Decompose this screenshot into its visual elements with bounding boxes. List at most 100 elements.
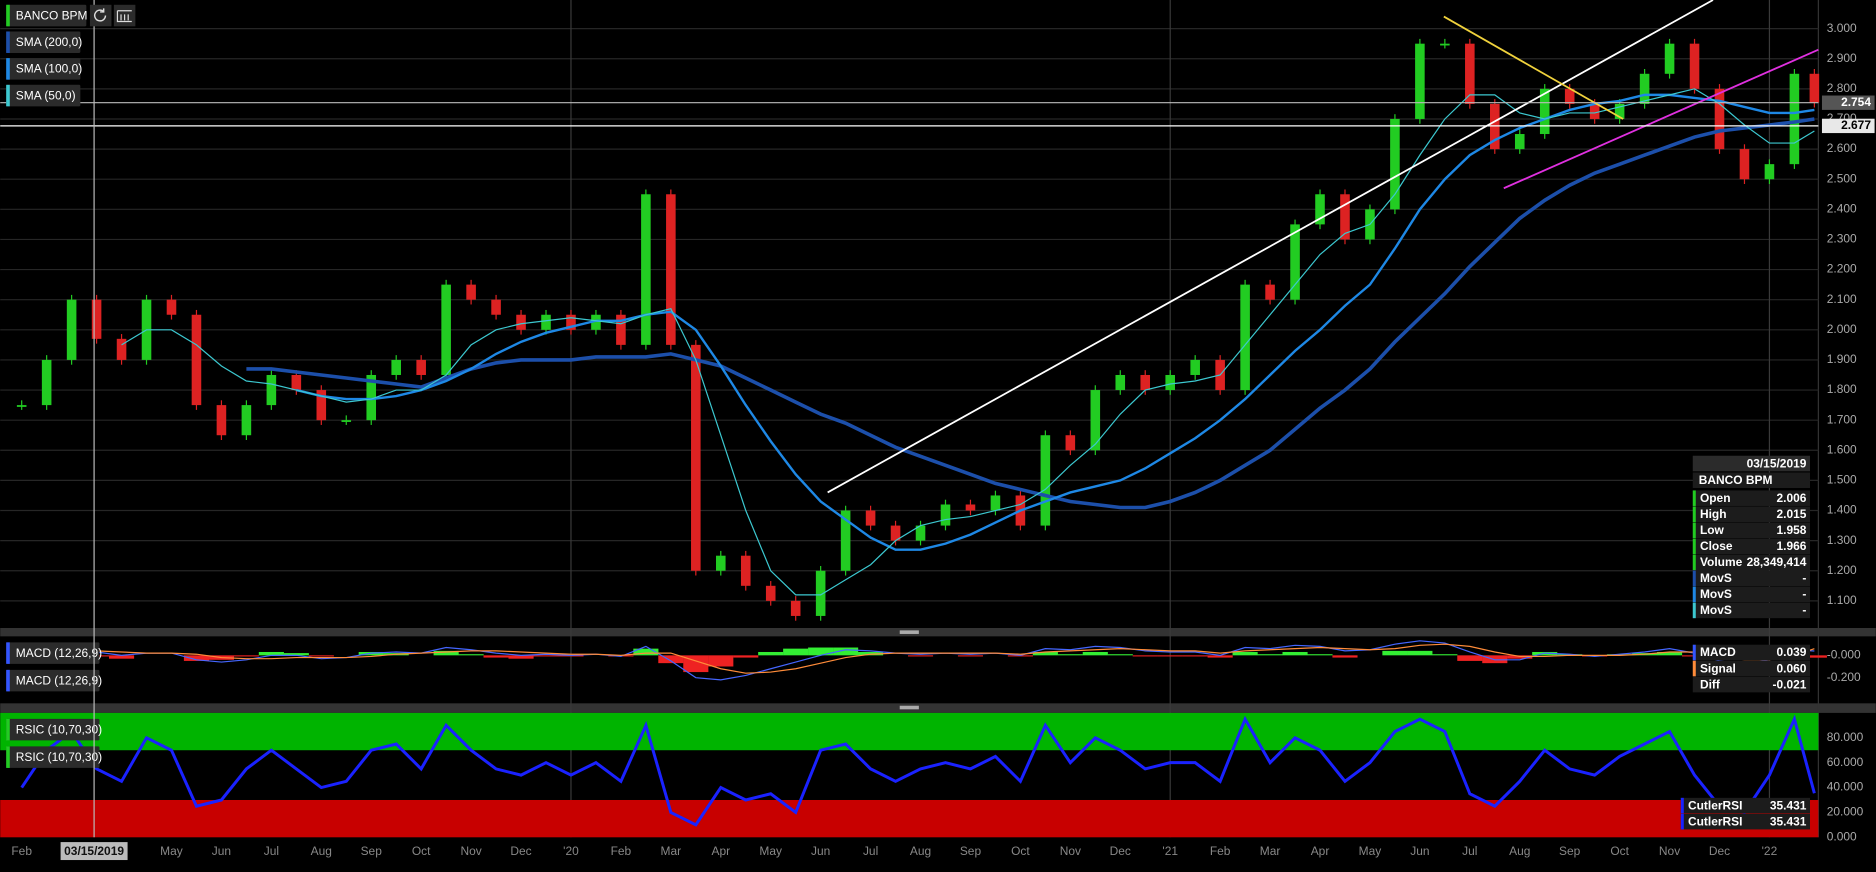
candle	[1065, 435, 1076, 451]
histogram-bar	[1382, 650, 1408, 656]
x-tick-label: Jul	[1462, 844, 1477, 858]
info-name: BANCO BPM	[1699, 473, 1773, 487]
y-tick-label: -0.200	[1827, 670, 1861, 684]
info-row	[1692, 676, 1810, 693]
histogram-bar	[1032, 651, 1058, 656]
y-tick-label: 1.400	[1827, 503, 1857, 517]
legend-swatch	[6, 746, 10, 768]
trendline	[1503, 48, 1819, 190]
y-tick-label: 0.000	[1827, 829, 1857, 843]
x-tick-label: Nov	[1060, 844, 1081, 858]
legend-box	[6, 642, 100, 664]
panel-divider[interactable]	[0, 627, 1876, 637]
x-tick-label: Mar	[661, 844, 682, 858]
info-label: Diff	[1700, 677, 1720, 691]
candle	[1789, 73, 1800, 165]
candle	[641, 194, 651, 345]
candle	[266, 374, 277, 406]
info-label: Low	[1700, 523, 1725, 537]
x-tick-label: '20	[563, 844, 579, 858]
candle	[1315, 194, 1325, 225]
info-row	[1692, 522, 1810, 539]
divider-handle[interactable]	[899, 705, 919, 710]
histogram-bar	[1407, 650, 1433, 656]
x-tick-label: Oct	[1610, 844, 1629, 858]
candle	[91, 299, 102, 339]
candle	[666, 194, 676, 345]
candle	[1265, 284, 1275, 300]
candle	[1340, 194, 1350, 240]
candle	[1739, 149, 1750, 180]
histogram-bar	[1057, 654, 1083, 656]
histogram-bar	[783, 648, 809, 656]
signal-line	[21, 643, 1815, 674]
y-tick-label: 2.600	[1827, 141, 1857, 155]
y-tick-label: 1.500	[1827, 473, 1857, 487]
histogram-bar	[533, 655, 559, 657]
info-swatch	[1692, 490, 1696, 506]
panel-divider[interactable]	[0, 703, 1876, 713]
candle	[516, 314, 526, 330]
info-row	[1680, 813, 1810, 830]
info-label: MovS	[1700, 603, 1732, 617]
legend-label: MACD (12,26,9)	[16, 646, 102, 660]
candle	[1689, 43, 1700, 89]
candle	[740, 555, 751, 586]
histogram-bar	[1457, 655, 1483, 661]
divider-handle[interactable]	[899, 630, 919, 634]
candle	[366, 374, 377, 421]
candle	[1664, 43, 1675, 74]
histogram-bar	[1657, 651, 1683, 656]
histogram-bar	[1801, 655, 1827, 658]
histogram-bar	[308, 655, 334, 657]
histogram-bar	[1107, 654, 1133, 656]
info-value: 28,349,414	[1747, 555, 1807, 569]
candle	[1040, 435, 1051, 526]
candle	[566, 314, 576, 330]
macd-line	[21, 640, 1815, 681]
legend-label: MACD (12,26,9)	[16, 673, 102, 687]
x-tick-label: Mar	[1260, 844, 1281, 858]
candle	[241, 405, 252, 436]
histogram-bar	[1257, 654, 1283, 656]
histogram-bar	[907, 655, 934, 657]
y-tick-label: 60.000	[1827, 755, 1864, 769]
price-label: 2.754	[1841, 95, 1871, 109]
histogram-bar	[1232, 651, 1258, 656]
info-label: CutlerRSI	[1688, 814, 1742, 828]
legend-swatch	[6, 31, 10, 53]
histogram-bar	[1332, 655, 1358, 658]
candle	[1714, 88, 1725, 150]
histogram-bar	[733, 655, 759, 658]
y-tick-label: 1.800	[1827, 382, 1857, 396]
y-tick-label: 1.600	[1827, 442, 1857, 456]
info-row	[1692, 602, 1810, 619]
info-label: Close	[1700, 539, 1733, 553]
x-tick-label: May	[160, 844, 183, 858]
histogram-bar	[658, 655, 684, 664]
x-tick-label: Apr	[711, 844, 730, 858]
y-tick-label: 3.000	[1827, 21, 1857, 35]
legend-swatch	[6, 642, 10, 664]
candle	[1614, 103, 1625, 119]
sma-line	[296, 93, 1815, 551]
candle	[1465, 43, 1475, 104]
x-tick-label: Aug	[1509, 844, 1530, 858]
histogram-bar	[1282, 651, 1308, 656]
info-label: MovS	[1700, 587, 1732, 601]
info-swatch	[1692, 554, 1696, 571]
y-tick-label: 2.500	[1827, 171, 1857, 185]
info-label: Volume	[1700, 555, 1743, 569]
refresh-button[interactable]	[89, 4, 112, 27]
histogram-bar	[108, 655, 135, 659]
y-tick-label: 2.200	[1827, 262, 1857, 276]
price-label-bg	[1821, 118, 1875, 134]
info-value: -	[1802, 571, 1806, 585]
candle	[1090, 390, 1101, 451]
candle	[216, 405, 227, 436]
histogram-bar	[1132, 655, 1158, 657]
x-tick-label: Sep	[361, 844, 383, 858]
legend-label: SMA (50,0)	[16, 88, 76, 102]
histogram-bar	[258, 651, 284, 656]
